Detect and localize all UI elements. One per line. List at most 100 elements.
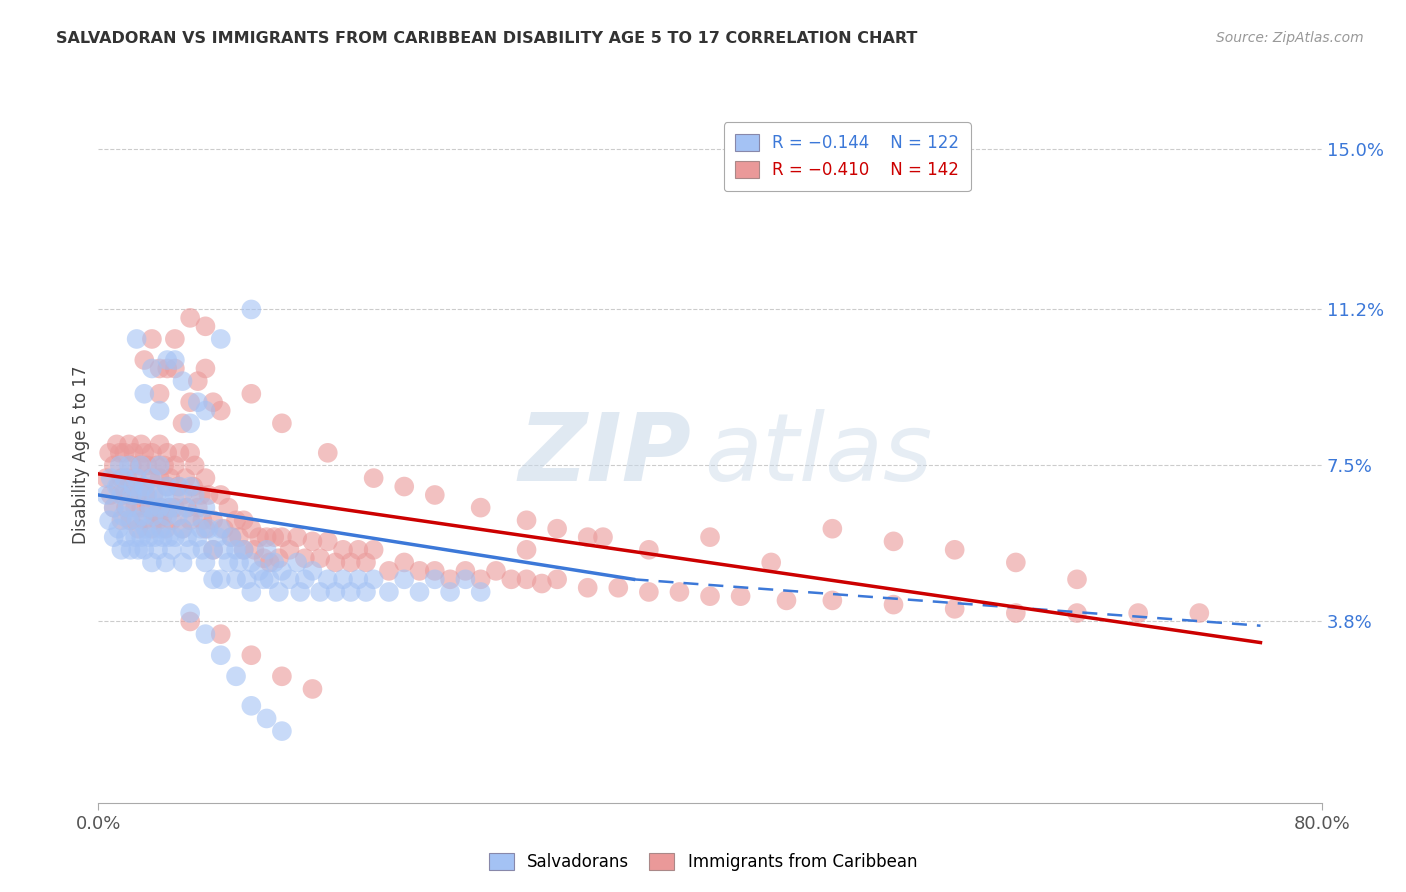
Point	[194, 319, 217, 334]
Point	[103, 530, 125, 544]
Point	[270, 417, 292, 431]
Point	[325, 556, 347, 570]
Point	[122, 479, 145, 493]
Point	[172, 417, 194, 431]
Point	[316, 534, 339, 549]
Point	[121, 458, 143, 473]
Point	[247, 530, 270, 544]
Point	[105, 437, 128, 451]
Point	[207, 530, 229, 544]
Point	[129, 437, 152, 451]
Point	[121, 488, 143, 502]
Point	[111, 488, 134, 502]
Point	[172, 522, 194, 536]
Point	[120, 542, 142, 557]
Point	[221, 530, 243, 544]
Point	[228, 530, 250, 544]
Point	[108, 458, 131, 473]
Point	[135, 522, 157, 536]
Point	[212, 542, 235, 557]
Point	[155, 522, 177, 536]
Point	[1004, 606, 1026, 620]
Point	[278, 572, 301, 586]
Point	[156, 446, 179, 460]
Point	[730, 589, 752, 603]
Point	[209, 522, 232, 536]
Point	[100, 471, 122, 485]
Point	[263, 556, 285, 570]
Point	[1066, 606, 1088, 620]
Point	[217, 500, 239, 515]
Point	[354, 556, 377, 570]
Point	[501, 572, 523, 586]
Point	[240, 585, 263, 599]
Point	[153, 488, 176, 502]
Point	[139, 500, 162, 515]
Point	[316, 572, 339, 586]
Point	[169, 446, 191, 460]
Point	[138, 530, 160, 544]
Point	[883, 598, 905, 612]
Point	[172, 374, 194, 388]
Point	[943, 542, 966, 557]
Point	[576, 530, 599, 544]
Point	[209, 648, 232, 663]
Point	[127, 522, 149, 536]
Legend: R = −0.144    N = 122, R = −0.410    N = 142: R = −0.144 N = 122, R = −0.410 N = 142	[724, 122, 970, 191]
Point	[187, 374, 209, 388]
Point	[120, 513, 142, 527]
Point	[124, 500, 146, 515]
Point	[232, 542, 254, 557]
Point	[347, 542, 370, 557]
Point	[143, 530, 166, 544]
Point	[240, 648, 263, 663]
Point	[339, 585, 361, 599]
Point	[209, 403, 232, 417]
Point	[132, 509, 155, 524]
Point	[179, 606, 201, 620]
Point	[118, 488, 141, 502]
Point	[179, 310, 201, 325]
Point	[301, 564, 323, 578]
Point	[232, 542, 254, 557]
Point	[259, 572, 281, 586]
Point	[110, 542, 132, 557]
Point	[174, 500, 197, 515]
Point	[156, 353, 179, 368]
Point	[485, 564, 508, 578]
Point	[235, 572, 257, 586]
Point	[668, 585, 690, 599]
Point	[516, 542, 538, 557]
Point	[163, 458, 186, 473]
Point	[156, 361, 179, 376]
Point	[530, 576, 553, 591]
Point	[439, 585, 461, 599]
Point	[117, 471, 139, 485]
Point	[454, 564, 477, 578]
Text: SALVADORAN VS IMMIGRANTS FROM CARIBBEAN DISABILITY AGE 5 TO 17 CORRELATION CHART: SALVADORAN VS IMMIGRANTS FROM CARIBBEAN …	[56, 31, 918, 46]
Point	[157, 500, 180, 515]
Point	[141, 556, 163, 570]
Point	[149, 458, 172, 473]
Point	[191, 542, 214, 557]
Point	[149, 403, 172, 417]
Legend: Salvadorans, Immigrants from Caribbean: Salvadorans, Immigrants from Caribbean	[481, 845, 925, 880]
Point	[225, 542, 247, 557]
Point	[184, 458, 207, 473]
Point	[1128, 606, 1150, 620]
Point	[118, 437, 141, 451]
Point	[146, 542, 169, 557]
Point	[110, 488, 132, 502]
Point	[112, 446, 135, 460]
Point	[105, 479, 128, 493]
Point	[194, 361, 217, 376]
Point	[699, 589, 721, 603]
Point	[187, 530, 209, 544]
Point	[172, 556, 194, 570]
Point	[179, 513, 201, 527]
Point	[152, 509, 174, 524]
Point	[1066, 572, 1088, 586]
Point	[160, 542, 183, 557]
Point	[759, 556, 782, 570]
Point	[378, 585, 401, 599]
